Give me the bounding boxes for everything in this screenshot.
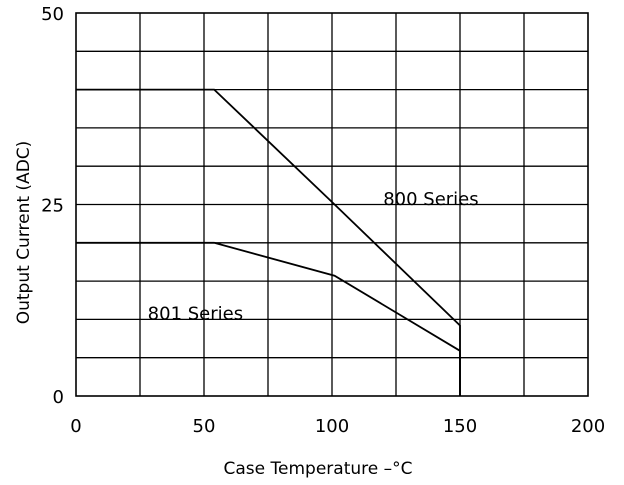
series-annotations: 800 Series 801 Series [148,189,479,325]
x-tick-label: 100 [315,416,349,437]
x-tick-label: 150 [443,416,477,437]
x-tick-labels: 0 50 100 150 200 [70,416,605,437]
y-tick-label: 25 [41,196,64,217]
x-axis-label: Case Temperature –°C [224,459,413,479]
x-tick-label: 0 [70,416,81,437]
y-tick-label: 0 [53,387,64,408]
y-axis-label: Output Current (ADC) [14,141,34,325]
series-line-800 [76,88,461,396]
y-tick-labels: 0 25 50 [41,4,64,408]
x-tick-label: 200 [571,416,605,437]
y-tick-label: 50 [41,4,64,25]
series-lines [76,88,461,396]
series-label-801: 801 Series [148,304,243,325]
series-line-801 [76,241,461,396]
x-tick-label: 50 [193,416,216,437]
series-label-800: 800 Series [383,189,478,210]
grid [76,13,588,396]
plot-frame [75,12,589,397]
